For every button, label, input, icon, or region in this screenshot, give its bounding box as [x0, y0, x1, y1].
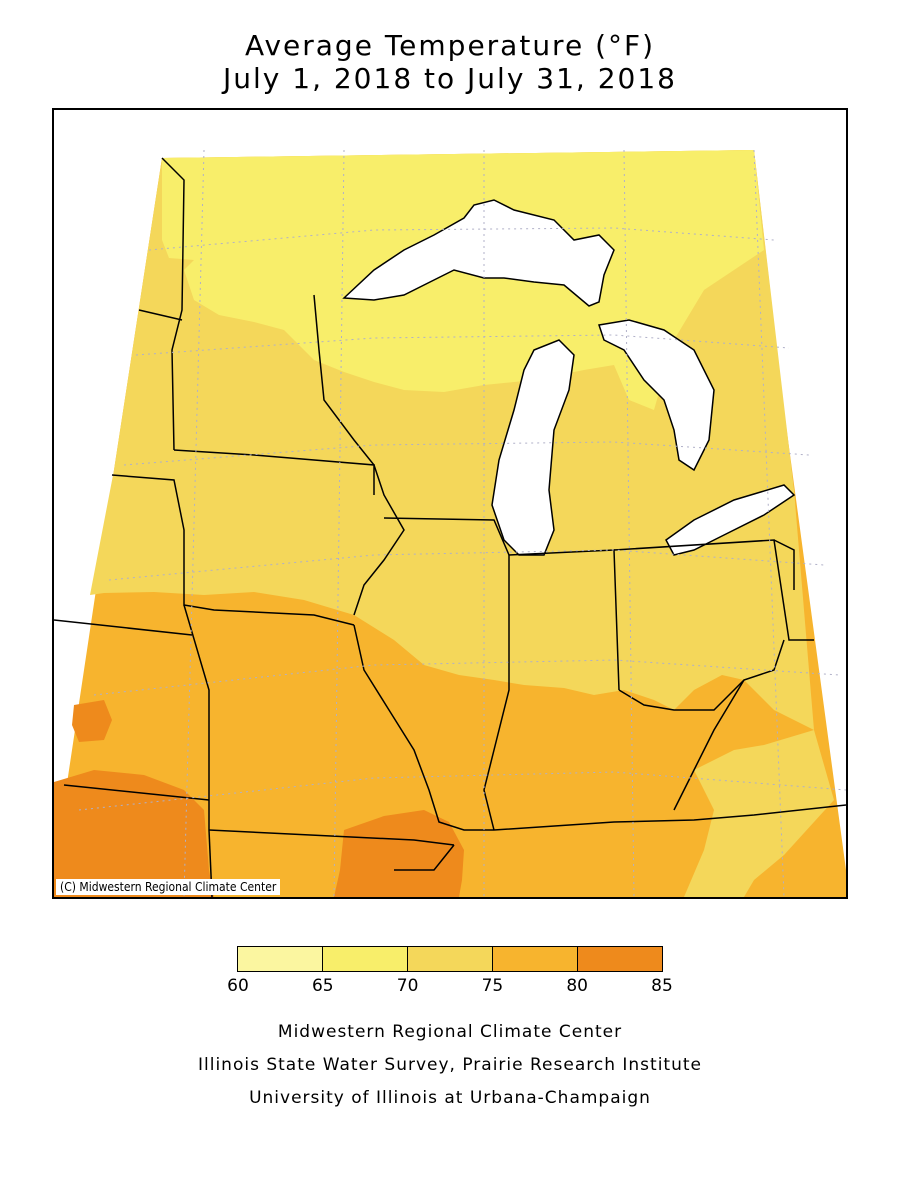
zone-70-75-appalachia [684, 730, 834, 897]
legend-swatch-75-80 [493, 947, 578, 971]
legend-tick-label: 80 [566, 976, 588, 996]
map-date-range: July 1, 2018 to July 31, 2018 [223, 62, 677, 95]
legend-tick-label: 75 [481, 976, 504, 996]
map-frame: (C) Midwestern Regional Climate Center [52, 108, 848, 899]
legend-tick-label: 65 [311, 976, 334, 996]
lake-erie [665, 484, 796, 556]
zone-80-85-west [54, 770, 214, 897]
state-boundaries [54, 157, 846, 897]
legend-tick-label: 70 [396, 976, 419, 996]
legend-ticks: 60 65 70 75 80 85 [227, 976, 673, 996]
legend-swatch-70-75 [408, 947, 493, 971]
temperature-map [54, 149, 846, 897]
credit-center: Midwestern Regional Climate Center [277, 1022, 623, 1042]
graticule [78, 149, 846, 897]
legend-tick-label: 60 [227, 976, 249, 996]
legend-color-bar [237, 946, 663, 972]
credit-university: University of Illinois at Urbana-Champai… [249, 1088, 651, 1108]
credit-survey: Illinois State Water Survey, Prairie Res… [198, 1055, 702, 1075]
great-lakes [342, 199, 796, 556]
legend-swatch-60-65 [238, 947, 323, 971]
map-title: Average Temperature (°F) [244, 29, 656, 62]
zone-80-85-west-small [72, 700, 112, 742]
legend: 60 65 70 75 80 85 [227, 946, 673, 996]
legend-swatch-80-85 [578, 947, 662, 971]
lake-michigan [491, 339, 575, 556]
legend-tick-label: 85 [651, 976, 673, 996]
lake-huron [598, 319, 715, 472]
copyright-label: (C) Midwestern Regional Climate Center [56, 879, 281, 895]
zone-80-85-south [334, 810, 464, 897]
lake-superior [342, 199, 615, 307]
legend-swatch-65-70 [323, 947, 408, 971]
